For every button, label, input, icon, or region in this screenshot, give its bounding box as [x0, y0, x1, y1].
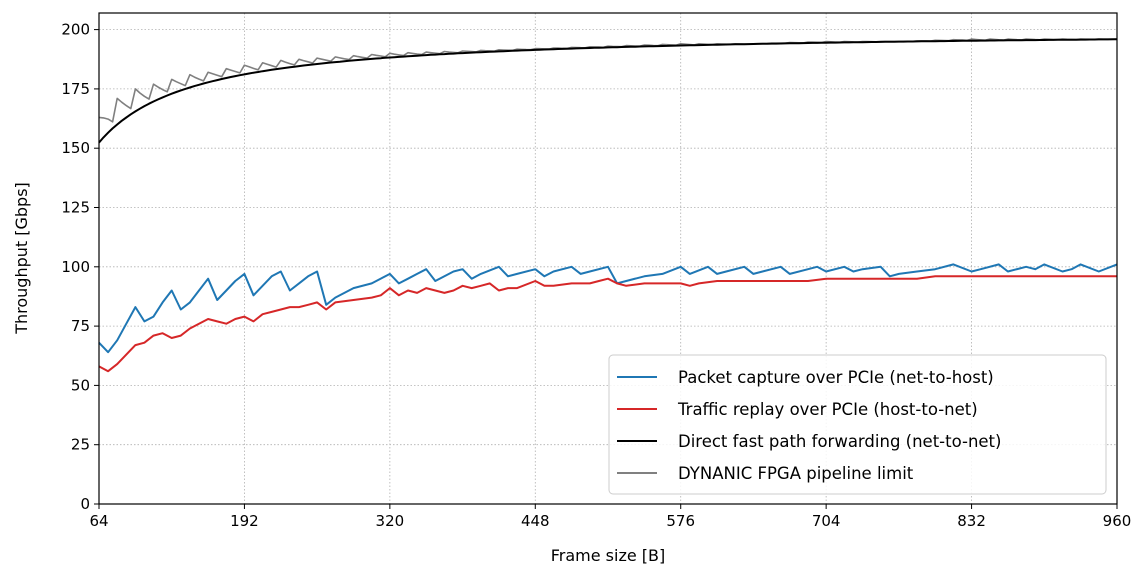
x-tick-label: 576	[666, 512, 695, 530]
x-axis-label: Frame size [B]	[551, 546, 666, 565]
x-tick-label: 320	[376, 512, 405, 530]
y-tick-label: 200	[61, 21, 90, 39]
series-line-1	[98, 275, 1117, 373]
series-line-3	[98, 38, 1118, 123]
y-axis: 0 25 50 75 100 125 150 175 200	[61, 21, 99, 513]
legend-label-pipeline: DYNANIC FPGA pipeline limit	[678, 464, 914, 483]
series-line-0	[98, 263, 1118, 354]
legend: Packet capture over PCIe (net-to-host) T…	[608, 354, 1107, 495]
series-line-2	[98, 38, 1117, 144]
y-tick-label: 175	[61, 80, 90, 98]
x-tick-label: 832	[957, 512, 986, 530]
y-tick-label: 0	[80, 495, 90, 513]
x-tick-label: 448	[521, 512, 550, 530]
legend-label-forwarding: Direct fast path forwarding (net-to-net)	[678, 432, 1001, 451]
y-tick-label: 25	[71, 436, 90, 454]
plot-frame	[98, 12, 1118, 505]
legend-label-capture: Packet capture over PCIe (net-to-host)	[678, 368, 994, 387]
legend-label-replay: Traffic replay over PCIe (host-to-net)	[677, 400, 978, 419]
series-layer	[98, 38, 1118, 373]
legend-box	[608, 354, 1107, 495]
x-tick-label: 704	[812, 512, 841, 530]
x-tick-label: 960	[1103, 512, 1132, 530]
x-tick-label: 64	[89, 512, 108, 530]
y-tick-label: 125	[61, 199, 90, 217]
y-tick-label: 150	[61, 139, 90, 157]
y-tick-label: 100	[61, 258, 90, 276]
x-axis: 64 192 320 448 576 704 832 960	[89, 504, 1131, 530]
y-axis-label: Throughput [Gbps]	[12, 182, 31, 335]
x-tick-label: 192	[230, 512, 259, 530]
y-tick-label: 75	[71, 317, 90, 335]
y-tick-label: 50	[71, 376, 90, 394]
